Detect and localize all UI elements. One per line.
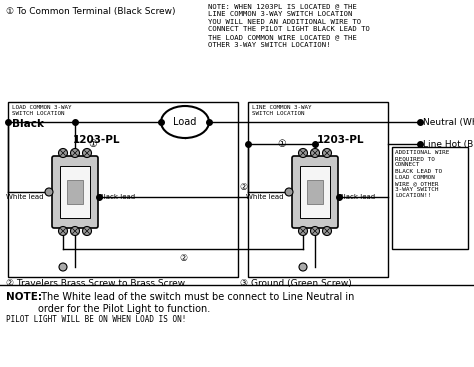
- Circle shape: [59, 263, 67, 271]
- Text: ③ Ground (Green Screw): ③ Ground (Green Screw): [240, 279, 352, 288]
- Bar: [60, 166, 90, 218]
- Text: 1203-PL: 1203-PL: [73, 135, 120, 145]
- Text: NOTE:: NOTE:: [6, 292, 42, 302]
- FancyBboxPatch shape: [52, 156, 98, 228]
- Circle shape: [322, 149, 331, 157]
- Text: 1203-PL: 1203-PL: [317, 135, 365, 145]
- Bar: [67, 180, 83, 204]
- Text: Black lead: Black lead: [99, 194, 135, 200]
- Ellipse shape: [161, 106, 209, 138]
- Text: ①: ①: [89, 139, 97, 149]
- Circle shape: [299, 226, 308, 236]
- Circle shape: [285, 188, 293, 196]
- Circle shape: [71, 226, 80, 236]
- Bar: [300, 166, 330, 218]
- Text: Neutral (White): Neutral (White): [423, 117, 474, 127]
- Bar: [307, 180, 323, 204]
- Circle shape: [82, 149, 91, 157]
- Circle shape: [58, 226, 67, 236]
- Text: White lead: White lead: [7, 194, 44, 200]
- Circle shape: [71, 149, 80, 157]
- Circle shape: [310, 226, 319, 236]
- Text: ② Travelers Brass Screw to Brass Screw: ② Travelers Brass Screw to Brass Screw: [6, 279, 185, 288]
- Text: Line Hot (Black): Line Hot (Black): [423, 139, 474, 149]
- Bar: [248, 102, 388, 277]
- Text: ADDITIONAL WIRE
REQUIRED TO
CONNECT
BLACK LEAD TO
LOAD COMMON
WIRE @ OTHER
3-WAY: ADDITIONAL WIRE REQUIRED TO CONNECT BLAC…: [395, 150, 449, 199]
- FancyBboxPatch shape: [292, 156, 338, 228]
- Circle shape: [299, 149, 308, 157]
- Text: ①: ①: [278, 139, 286, 149]
- Bar: [8, 102, 238, 277]
- Circle shape: [82, 226, 91, 236]
- Circle shape: [299, 263, 307, 271]
- Text: ① To Common Terminal (Black Screw): ① To Common Terminal (Black Screw): [6, 7, 175, 16]
- Text: White lead: White lead: [246, 194, 284, 200]
- Text: LINE COMMON 3-WAY
SWITCH LOCATION: LINE COMMON 3-WAY SWITCH LOCATION: [252, 105, 311, 116]
- Circle shape: [45, 188, 53, 196]
- Bar: [392, 147, 468, 249]
- Text: Black lead: Black lead: [339, 194, 375, 200]
- Text: NOTE: WHEN 1203PL IS LOCATED @ THE
LINE COMMON 3-WAY SWITCH LOCATION
YOU WILL NE: NOTE: WHEN 1203PL IS LOCATED @ THE LINE …: [208, 3, 370, 48]
- Text: The White lead of the switch must be connect to Line Neutral in
order for the Pi: The White lead of the switch must be con…: [38, 292, 355, 313]
- Text: LOAD COMMON 3-WAY
SWITCH LOCATION: LOAD COMMON 3-WAY SWITCH LOCATION: [12, 105, 72, 116]
- Text: ②: ②: [179, 254, 187, 263]
- Text: Black: Black: [12, 119, 44, 129]
- Circle shape: [322, 226, 331, 236]
- Text: ②: ②: [239, 183, 247, 192]
- Circle shape: [58, 149, 67, 157]
- Text: Load: Load: [173, 117, 197, 127]
- Circle shape: [310, 149, 319, 157]
- Text: PILOT LIGHT WILL BE ON WHEN LOAD IS ON!: PILOT LIGHT WILL BE ON WHEN LOAD IS ON!: [6, 315, 186, 324]
